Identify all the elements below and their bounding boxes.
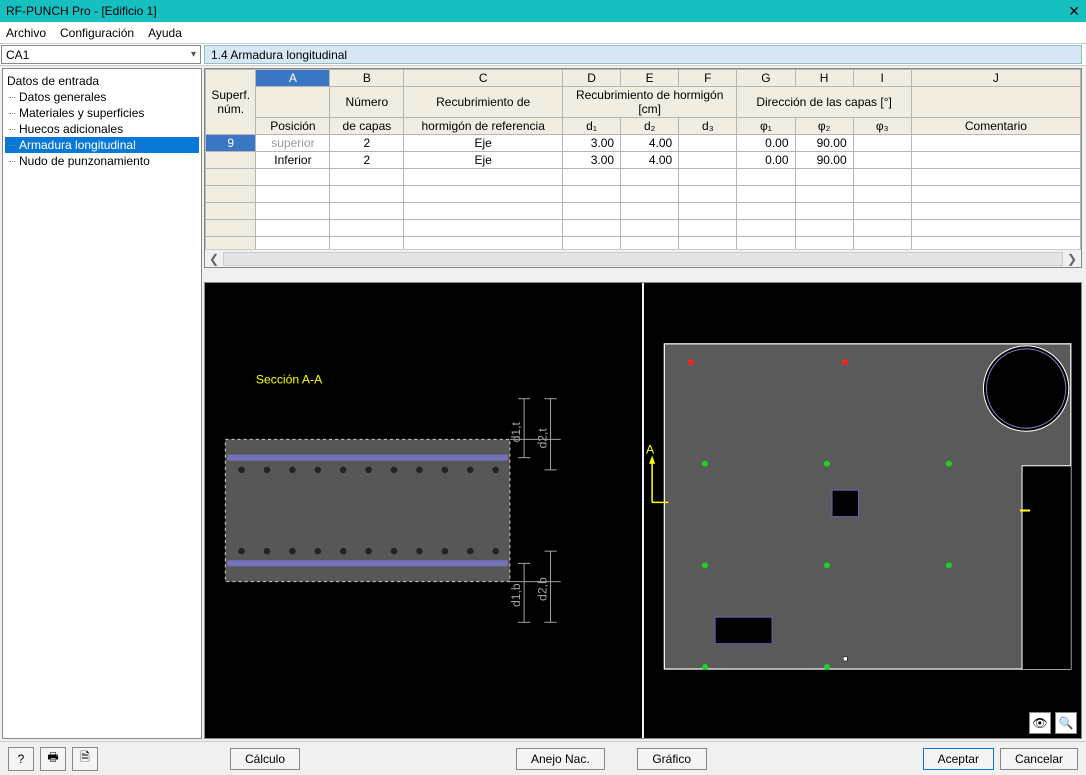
- svg-text:d2,t: d2,t: [535, 428, 549, 449]
- svg-text:Sección A-A: Sección A-A: [256, 372, 323, 386]
- window-title: RF-PUNCH Pro - [Edificio 1]: [6, 4, 157, 18]
- view-tools: 👁 🔍: [1029, 712, 1077, 734]
- content-panel: Superf.núm.ABCDEFGHIJNúmeroRecubrimiento…: [204, 68, 1082, 739]
- grafico-button[interactable]: Gráfico: [637, 748, 707, 770]
- menubar: Archivo Configuración Ayuda: [0, 22, 1086, 44]
- main-area: Datos de entrada Datos generalesMaterial…: [0, 66, 1086, 741]
- anejo-button[interactable]: Anejo Nac.: [516, 748, 605, 770]
- plan-view[interactable]: A 👁 🔍: [644, 283, 1081, 738]
- data-grid[interactable]: Superf.núm.ABCDEFGHIJNúmeroRecubrimiento…: [204, 68, 1082, 268]
- export-button[interactable]: 🗎: [72, 747, 98, 771]
- tree-item[interactable]: Nudo de punzonamiento: [5, 153, 199, 169]
- grid-scrollbar[interactable]: ❮ ❯: [205, 249, 1081, 267]
- print-button[interactable]: 🖶: [40, 747, 66, 771]
- scroll-track[interactable]: [223, 252, 1063, 266]
- close-icon[interactable]: ✕: [1068, 3, 1080, 20]
- nav-tree[interactable]: Datos de entrada Datos generalesMaterial…: [2, 68, 202, 739]
- section-view[interactable]: Sección A-Ad1,td2,td1,bd2,b: [205, 283, 642, 738]
- combo-value: CA1: [6, 48, 29, 62]
- section-header: 1.4 Armadura longitudinal: [204, 45, 1082, 64]
- eye-icon[interactable]: 👁: [1029, 712, 1051, 734]
- cancel-button[interactable]: Cancelar: [1000, 748, 1078, 770]
- svg-text:d1,b: d1,b: [509, 583, 523, 607]
- svg-text:A: A: [646, 443, 655, 457]
- top-row: CA1 ▾ 1.4 Armadura longitudinal: [0, 44, 1086, 66]
- visualization-row: Sección A-Ad1,td2,td1,bd2,b A 👁 🔍: [204, 282, 1082, 739]
- ok-button[interactable]: Aceptar: [923, 748, 994, 770]
- scroll-left-icon[interactable]: ❮: [207, 252, 221, 266]
- tree-item[interactable]: Datos generales: [5, 89, 199, 105]
- svg-text:d2,b: d2,b: [535, 577, 549, 601]
- scroll-right-icon[interactable]: ❯: [1065, 252, 1079, 266]
- menu-file[interactable]: Archivo: [6, 26, 46, 40]
- tree-root[interactable]: Datos de entrada: [5, 73, 199, 89]
- titlebar: RF-PUNCH Pro - [Edificio 1] ✕: [0, 0, 1086, 22]
- chevron-down-icon: ▾: [191, 49, 196, 60]
- menu-config[interactable]: Configuración: [60, 26, 134, 40]
- footer: ? 🖶 🗎 Cálculo Anejo Nac. Gráfico Aceptar…: [0, 741, 1086, 775]
- menu-help[interactable]: Ayuda: [148, 26, 182, 40]
- tree-item[interactable]: Armadura longitudinal: [5, 137, 199, 153]
- tree-item[interactable]: Huecos adicionales: [5, 121, 199, 137]
- loadcase-combo[interactable]: CA1 ▾: [1, 45, 201, 64]
- help-button[interactable]: ?: [8, 747, 34, 771]
- zoom-icon[interactable]: 🔍: [1055, 712, 1077, 734]
- calc-button[interactable]: Cálculo: [230, 748, 300, 770]
- tree-item[interactable]: Materiales y superficies: [5, 105, 199, 121]
